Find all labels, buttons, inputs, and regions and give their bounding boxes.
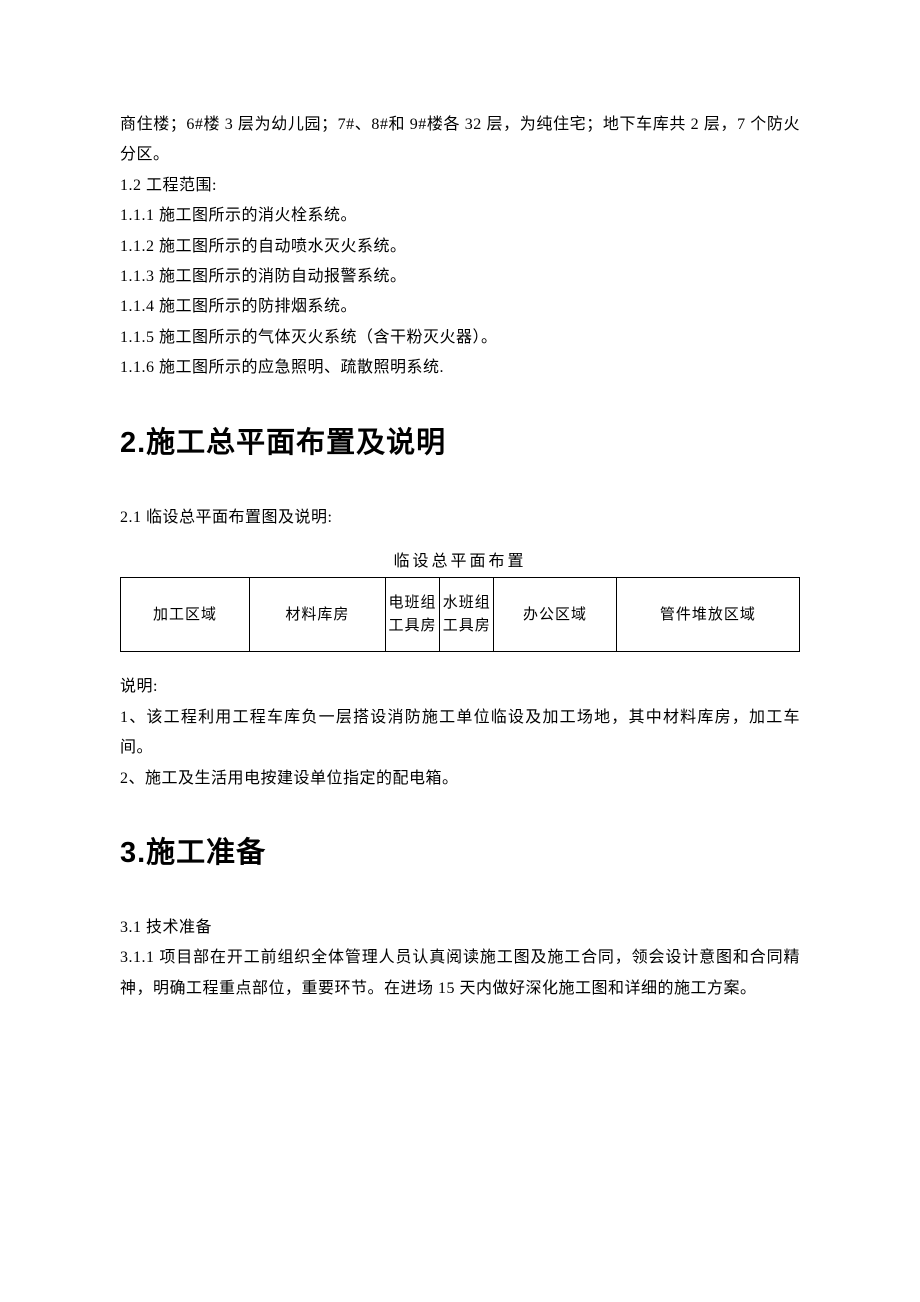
layout-table: 加工区域 材料库房 电班组工具房 水班组工具房 办公区域 管件堆放区域 bbox=[120, 577, 800, 652]
scope-item-5: 1.1.5 施工图所示的气体灭火系统（含干粉灭火器）。 bbox=[120, 323, 800, 353]
desc-1: 1、该工程利用工程车库负一层搭设消防施工单位临设及加工场地，其中材料库房，加工车… bbox=[120, 703, 800, 764]
scope-item-4: 1.1.4 施工图所示的防排烟系统。 bbox=[120, 292, 800, 322]
table-cell-material-warehouse: 材料库房 bbox=[250, 578, 386, 652]
table-cell-pipe-storage: 管件堆放区域 bbox=[616, 578, 799, 652]
desc-label: 说明: bbox=[120, 672, 800, 702]
scope-item-6: 1.1.6 施工图所示的应急照明、疏散照明系统. bbox=[120, 353, 800, 383]
desc-2: 2、施工及生活用电按建设单位指定的配电箱。 bbox=[120, 764, 800, 794]
section-2-heading: 2.施工总平面布置及说明 bbox=[120, 416, 800, 471]
table-cell-water-tool-room: 水班组工具房 bbox=[440, 578, 494, 652]
section-2-sub1: 2.1 临设总平面布置图及说明: bbox=[120, 503, 800, 533]
scope-item-3: 1.1.3 施工图所示的消防自动报警系统。 bbox=[120, 262, 800, 292]
scope-title: 1.2 工程范围: bbox=[120, 171, 800, 201]
table-cell-elec-tool-room: 电班组工具房 bbox=[385, 578, 439, 652]
scope-item-1: 1.1.1 施工图所示的消火栓系统。 bbox=[120, 201, 800, 231]
table-row: 加工区域 材料库房 电班组工具房 水班组工具房 办公区域 管件堆放区域 bbox=[121, 578, 800, 652]
table-cell-office-area: 办公区域 bbox=[494, 578, 616, 652]
section-3-sub1: 3.1 技术准备 bbox=[120, 913, 800, 943]
table-cell-processing-area: 加工区域 bbox=[121, 578, 250, 652]
section-3-heading: 3.施工准备 bbox=[120, 826, 800, 881]
intro-paragraph: 商住楼；6#楼 3 层为幼儿园；7#、8#和 9#楼各 32 层，为纯住宅；地下… bbox=[120, 110, 800, 171]
section-3-para1: 3.1.1 项目部在开工前组织全体管理人员认真阅读施工图及施工合同，领会设计意图… bbox=[120, 943, 800, 1004]
scope-item-2: 1.1.2 施工图所示的自动喷水灭火系统。 bbox=[120, 232, 800, 262]
table-title: 临设总平面布置 bbox=[120, 547, 800, 577]
